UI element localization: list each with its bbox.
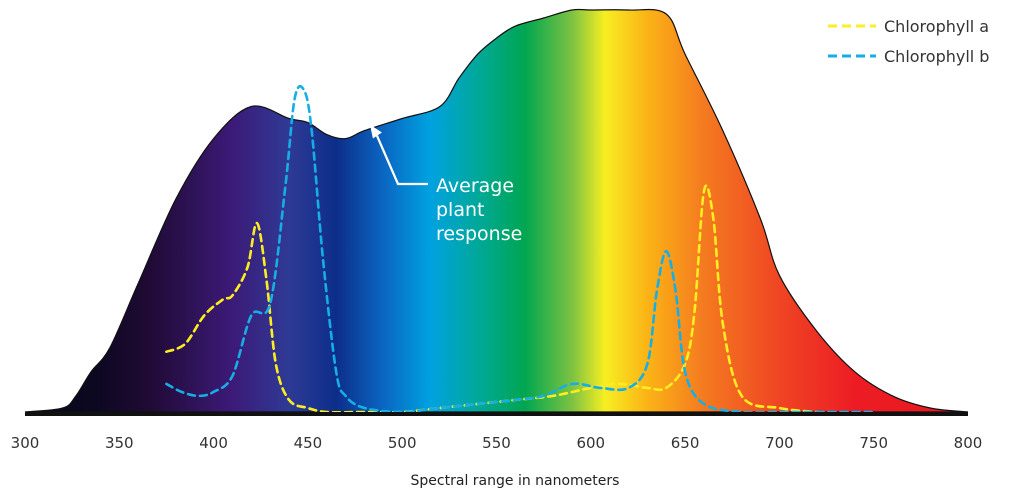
annotation-text-line: response bbox=[436, 223, 522, 245]
x-tick-label: 650 bbox=[671, 434, 700, 452]
chlorophyll-a-legend-label: Chlorophyll a bbox=[884, 17, 989, 36]
legend: Chlorophyll a Chlorophyll b bbox=[828, 17, 989, 66]
x-axis-title: Spectral range in nanometers bbox=[411, 473, 620, 489]
x-tick-label: 550 bbox=[482, 434, 511, 452]
chlorophyll-lines bbox=[165, 85, 875, 414]
plant-response-area-shape bbox=[24, 8, 969, 413]
plant-response-area bbox=[24, 8, 969, 413]
x-tick-label: 300 bbox=[11, 434, 40, 452]
x-tick-label: 400 bbox=[199, 434, 228, 452]
x-tick-label: 350 bbox=[105, 434, 134, 452]
annotation-arrow-head bbox=[369, 124, 382, 139]
chlorophyll-b-line bbox=[165, 85, 875, 414]
x-tick-label: 600 bbox=[576, 434, 605, 452]
x-tick-label: 500 bbox=[388, 434, 417, 452]
x-axis: 300 350 400 450 500 550 600 650 700 750 800 bbox=[11, 412, 983, 452]
x-tick-label: 700 bbox=[765, 434, 794, 452]
annotation-text-line: Average bbox=[436, 175, 514, 197]
x-tick-label: 450 bbox=[294, 434, 323, 452]
annotation-arrow-line bbox=[375, 135, 428, 186]
x-tick-label: 750 bbox=[859, 434, 888, 452]
baseline bbox=[25, 412, 968, 416]
chlorophyll-b-legend-label: Chlorophyll b bbox=[884, 47, 989, 66]
x-tick-label: 800 bbox=[954, 434, 983, 452]
annotation-text-line: plant bbox=[436, 199, 484, 221]
